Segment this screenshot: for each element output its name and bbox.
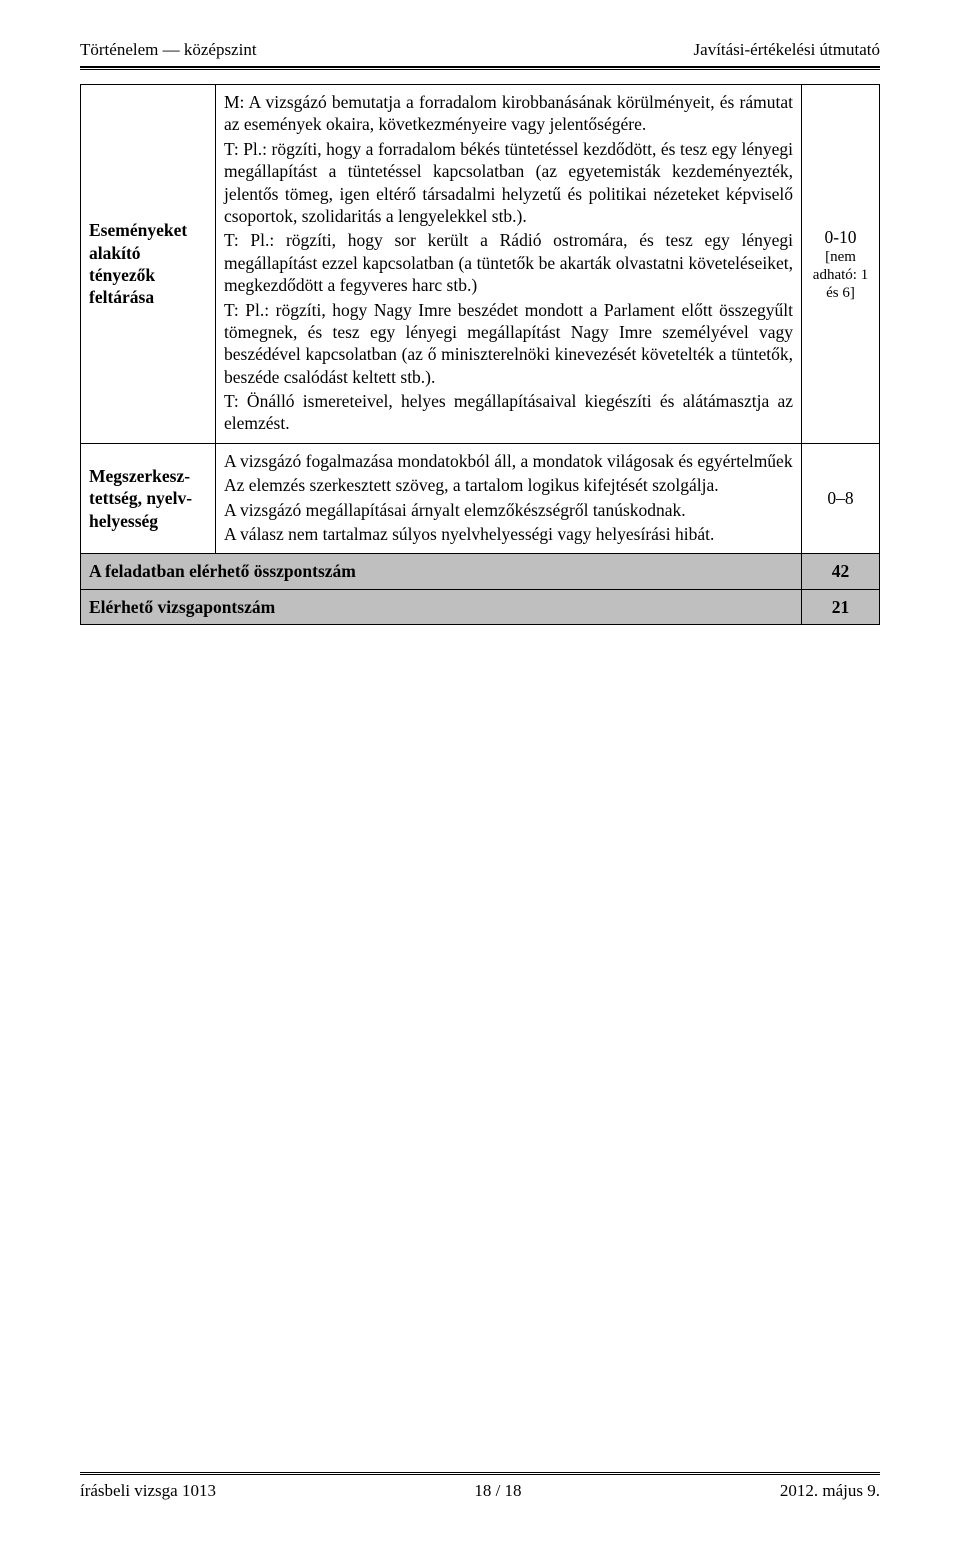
- paragraph: Az elemzés szerkesztett szöveg, a tartal…: [224, 474, 793, 496]
- criterion-label: Eseményeket alakító tényezők feltárása: [81, 85, 216, 444]
- footer-center: 18 / 18: [474, 1481, 521, 1501]
- criterion-score: 0-10 [nem adható: 1 és 6]: [802, 85, 880, 444]
- total-row: A feladatban elérhető összpontszám 42: [81, 554, 880, 589]
- page-footer: írásbeli vizsga 1013 18 / 18 2012. május…: [80, 1472, 880, 1501]
- total-value: 42: [802, 554, 880, 589]
- paragraph: T: Pl.: rögzíti, hogy a forradalom békés…: [224, 138, 793, 228]
- score-note: [nem adható: 1 és 6]: [810, 248, 871, 302]
- table-row: Eseményeket alakító tényezők feltárása M…: [81, 85, 880, 444]
- total-label: A feladatban elérhető összpontszám: [81, 554, 802, 589]
- footer-rule: [80, 1472, 880, 1475]
- footer-right: 2012. május 9.: [780, 1481, 880, 1501]
- paragraph: A válasz nem tartalmaz súlyos nyelvhelye…: [224, 523, 793, 545]
- paragraph: A vizsgázó megállapításai árnyalt elemző…: [224, 499, 793, 521]
- paragraph: T: Önálló ismereteivel, helyes megállapí…: [224, 390, 793, 435]
- paragraph: T: Pl.: rögzíti, hogy Nagy Imre beszédet…: [224, 299, 793, 389]
- rubric-table: Eseményeket alakító tényezők feltárása M…: [80, 84, 880, 625]
- table-row: Megszerkesz-tettség, nyelv-helyesség A v…: [81, 443, 880, 554]
- page-header: Történelem — középszint Javítási-értékel…: [80, 40, 880, 60]
- total-value: 21: [802, 589, 880, 624]
- score-range: 0-10: [810, 226, 871, 248]
- page: Történelem — középszint Javítási-értékel…: [0, 0, 960, 1541]
- footer-row: írásbeli vizsga 1013 18 / 18 2012. május…: [80, 1481, 880, 1501]
- total-row: Elérhető vizsgapontszám 21: [81, 589, 880, 624]
- criterion-text: A vizsgázó fogalmazása mondatokból áll, …: [216, 443, 802, 554]
- header-rule: [80, 66, 880, 70]
- paragraph: A vizsgázó fogalmazása mondatokból áll, …: [224, 450, 793, 472]
- paragraph: M: A vizsgázó bemutatja a forradalom kir…: [224, 91, 793, 136]
- footer-left: írásbeli vizsga 1013: [80, 1481, 216, 1501]
- criterion-score: 0–8: [802, 443, 880, 554]
- criterion-text: M: A vizsgázó bemutatja a forradalom kir…: [216, 85, 802, 444]
- criterion-label: Megszerkesz-tettség, nyelv-helyesség: [81, 443, 216, 554]
- header-left: Történelem — középszint: [80, 40, 257, 60]
- paragraph: T: Pl.: rögzíti, hogy sor került a Rádió…: [224, 229, 793, 296]
- header-right: Javítási-értékelési útmutató: [694, 40, 880, 60]
- total-label: Elérhető vizsgapontszám: [81, 589, 802, 624]
